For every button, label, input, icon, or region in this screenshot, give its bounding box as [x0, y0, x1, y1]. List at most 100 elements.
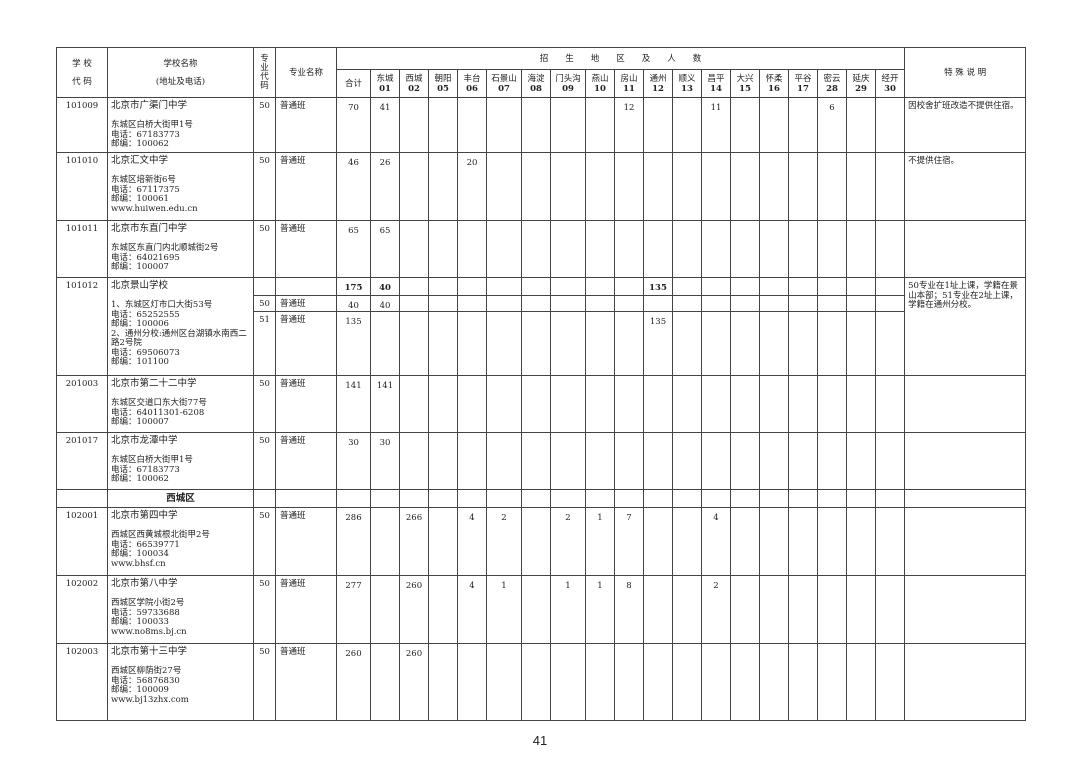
school-name: 北京市东直门中学 [111, 223, 188, 234]
region-name: 燕山 [591, 73, 609, 84]
count-cell-07 [486, 277, 522, 296]
count-cell-08 [521, 311, 551, 376]
header-major-name: 专业名称 [275, 47, 337, 98]
empty-cell [701, 489, 731, 508]
count-cell-02 [399, 375, 429, 433]
count-cell-13 [672, 277, 702, 296]
count-cell-06 [457, 432, 487, 490]
count-cell-12 [643, 575, 673, 644]
major-name-empty [275, 277, 337, 296]
table-row: 102002 北京市第八中学 西城区学院小街2号 电话：59733688 邮编：1000… [56, 575, 1027, 644]
school-address-line: 邮编：100009 [111, 685, 169, 695]
count-cell-07 [486, 643, 522, 721]
count-cell-06 [457, 375, 487, 433]
region-code: 13 [681, 83, 693, 94]
count-cell-29 [846, 375, 876, 433]
count-cell-17 [788, 432, 818, 490]
school-name: 北京市广渠门中学 [111, 100, 188, 111]
count-cell-29 [846, 311, 876, 376]
count-cell-29 [846, 432, 876, 490]
header-total: 合计 [336, 69, 371, 98]
school-code: 101011 [56, 220, 108, 278]
count-cell-13 [672, 220, 702, 278]
region-code: 09 [562, 83, 574, 94]
empty-cell [399, 489, 429, 508]
count-cell-12 [643, 507, 673, 576]
count-cell-16 [759, 97, 789, 153]
school-address-line: 电话：67183773 [111, 464, 180, 475]
count-cell-01: 40 [370, 277, 400, 296]
count-cell-11 [614, 295, 644, 312]
school-address-line: 邮编：100034 [111, 549, 169, 559]
empty-cell [730, 489, 760, 508]
count-cell-13 [672, 375, 702, 433]
region-name: 海淀 [527, 73, 545, 84]
count-cell-10 [585, 432, 615, 490]
school-info: 北京景山学校 1、东城区灯市口大街53号 电话：65252555 邮编：100006 2… [107, 277, 254, 376]
count-cell-29 [846, 295, 876, 312]
count-cell-01: 41 [370, 97, 400, 153]
empty-cell [336, 489, 371, 508]
count-cell-13 [672, 432, 702, 490]
count-cell-02 [399, 152, 429, 221]
region-name: 延庆 [852, 73, 870, 84]
special-note: 50专业在1址上课，学籍在景山本部；51专业在2址上课，学籍在通州分校。 [904, 277, 1027, 376]
school-info: 北京市广渠门中学 东城区白桥大街甲1号 电话：67183773 邮编：100062 [107, 97, 254, 153]
count-cell-14 [701, 643, 731, 721]
header-note: 特 殊 说 明 [904, 47, 1027, 98]
empty-cell [643, 489, 673, 508]
count-cell-08 [521, 375, 551, 433]
header-text: 专业代码 [260, 53, 269, 91]
region-code: 06 [466, 83, 478, 94]
region-name: 丰台 [463, 73, 481, 84]
count-cell-30 [874, 152, 906, 221]
special-note [904, 432, 1027, 490]
count-cell-01: 26 [370, 152, 400, 221]
count-cell-05 [428, 507, 458, 576]
count-cell-05 [428, 432, 458, 490]
count-cell-28 [817, 643, 847, 721]
count-cell-05 [428, 643, 458, 721]
school-code: 201003 [56, 375, 108, 433]
count-cell-14 [701, 311, 731, 376]
region-code: 14 [710, 83, 722, 94]
count-cell-28 [817, 432, 847, 490]
count-cell-07 [486, 295, 522, 312]
count-cell-12 [643, 220, 673, 278]
count-cell-09: 2 [550, 507, 586, 576]
count-cell-13 [672, 152, 702, 221]
count-cell-11 [614, 432, 644, 490]
count-cell-08 [521, 643, 551, 721]
count-cell-12 [643, 295, 673, 312]
region-code: 10 [594, 83, 606, 94]
count-cell-29 [846, 277, 876, 296]
count-cell-05 [428, 277, 458, 296]
school-code: 102002 [56, 575, 108, 644]
count-cell-06: 4 [457, 575, 487, 644]
school-address-line: 邮编：100006 [111, 319, 169, 329]
count-cell-28 [817, 375, 847, 433]
count-cell-17 [788, 152, 818, 221]
count-cell-12 [643, 152, 673, 221]
school-address-line: 邮编：100007 [111, 417, 169, 427]
count-cell-05 [428, 97, 458, 153]
major-name: 普通班 [275, 575, 337, 644]
count-cell-17 [788, 295, 818, 312]
total-cell: 65 [336, 220, 371, 278]
school-address-line: 邮编：100061 [111, 194, 169, 204]
header-region-08: 海淀 08 [521, 69, 551, 98]
count-cell-08 [521, 575, 551, 644]
count-cell-16 [759, 277, 789, 296]
count-cell-02 [399, 295, 429, 312]
region-code: 16 [768, 83, 780, 94]
school-name: 北京市龙潭中学 [111, 435, 178, 446]
region-name: 西城 [405, 73, 423, 84]
count-cell-16 [759, 375, 789, 433]
count-cell-29 [846, 575, 876, 644]
region-name: 通州 [649, 73, 667, 84]
count-cell-07 [486, 375, 522, 433]
count-cell-17 [788, 277, 818, 296]
count-cell-14 [701, 277, 731, 296]
total-cell: 30 [336, 432, 371, 490]
header-region-05: 朝阳 05 [428, 69, 458, 98]
